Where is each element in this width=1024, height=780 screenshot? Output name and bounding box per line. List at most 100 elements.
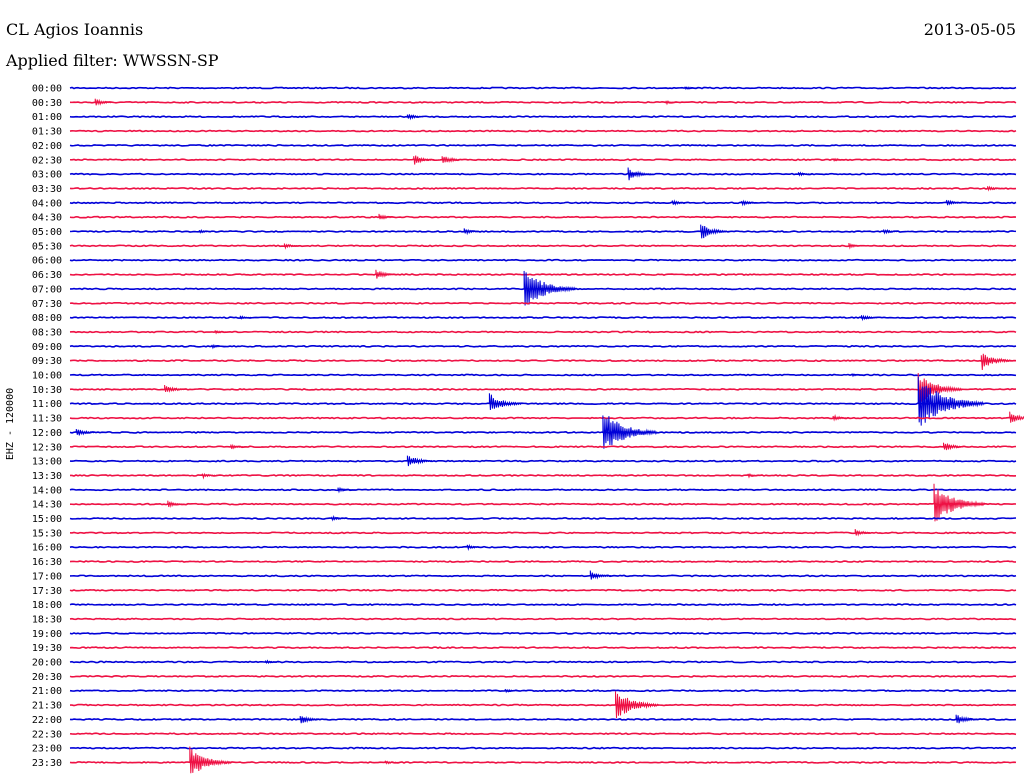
row-time-label: 17:00 <box>32 571 62 582</box>
date-label: 2013-05-05 <box>923 20 1016 39</box>
seismic-event <box>198 228 214 234</box>
trace-line <box>69 143 1017 147</box>
trace-line <box>69 230 1017 233</box>
trace-line <box>69 301 1017 305</box>
trace-line <box>69 273 1017 276</box>
row-time-label: 04:30 <box>32 213 62 224</box>
trace-line <box>69 588 1017 592</box>
row-time-label: 21:30 <box>32 701 62 712</box>
seismic-event <box>854 529 874 537</box>
row-time-label: 10:30 <box>32 385 62 396</box>
seismic-event <box>700 224 730 239</box>
trace-line <box>69 129 1017 133</box>
trace-line <box>70 474 1017 477</box>
seismic-event <box>239 315 255 320</box>
seismic-event <box>413 155 435 165</box>
row-time-label: 02:30 <box>32 155 62 166</box>
seismic-event <box>384 760 400 765</box>
trace-line <box>69 689 1017 693</box>
row-time-label: 08:30 <box>32 327 62 338</box>
row-time-label: 18:00 <box>32 600 62 611</box>
seismic-event <box>917 376 984 426</box>
row-time-label: 08:00 <box>32 313 62 324</box>
row-time-label: 22:30 <box>32 729 62 740</box>
seismic-event <box>943 442 965 451</box>
row-time-label: 20:00 <box>32 658 62 669</box>
station-title: CL Agios Ioannis <box>6 20 144 39</box>
seismic-event <box>848 242 865 250</box>
seismic-event <box>214 329 230 335</box>
seismic-event <box>283 243 300 250</box>
seismic-event <box>75 428 96 436</box>
seismic-event <box>627 167 652 181</box>
row-time-label: 12:00 <box>32 428 62 439</box>
trace-line <box>69 502 1017 506</box>
seismic-event <box>933 483 986 522</box>
row-time-label: 07:00 <box>32 284 62 295</box>
seismic-event <box>589 570 612 580</box>
row-time-label: 09:00 <box>32 342 62 353</box>
row-time-label: 02:00 <box>32 141 62 152</box>
trace-line <box>69 100 1017 104</box>
trace-line <box>69 746 1017 750</box>
row-time-label: 15:30 <box>32 528 62 539</box>
trace-line <box>69 646 1017 650</box>
row-time-label: 16:00 <box>32 543 62 554</box>
seismic-event <box>230 443 246 450</box>
row-time-label: 06:30 <box>32 270 62 281</box>
row-time-label: 17:30 <box>32 586 62 597</box>
seismic-event <box>337 486 354 494</box>
trace-line <box>69 660 1017 664</box>
row-time-label: 14:00 <box>32 485 62 496</box>
seismic-event <box>523 270 576 306</box>
row-time-label: 23:30 <box>32 758 62 769</box>
trace-line <box>69 445 1017 449</box>
trace-line <box>69 387 1017 391</box>
filter-label: Applied filter: WWSSN-SP <box>6 51 219 70</box>
trace-line <box>69 431 1017 434</box>
seismic-event <box>378 213 396 220</box>
trace-line <box>69 373 1017 377</box>
row-time-label: 20:30 <box>32 672 62 683</box>
seismic-event <box>466 543 483 552</box>
trace-line <box>69 459 1017 463</box>
seismic-event <box>504 688 520 694</box>
row-time-label: 00:30 <box>32 98 62 109</box>
row-time-label: 05:30 <box>32 241 62 252</box>
seismic-event <box>463 228 481 236</box>
trace-line <box>69 287 1017 291</box>
trace-line <box>69 531 1017 535</box>
seismic-event <box>671 199 688 206</box>
row-time-label: 19:00 <box>32 629 62 640</box>
seismic-event <box>189 746 233 774</box>
row-time-label: 23:00 <box>32 744 62 755</box>
row-time-label: 16:30 <box>32 557 62 568</box>
row-time-label: 07:30 <box>32 299 62 310</box>
seismic-event <box>832 414 850 422</box>
row-time-label: 01:00 <box>32 112 62 123</box>
row-time-label: 15:00 <box>32 514 62 525</box>
seismic-event <box>861 314 878 322</box>
trace-line <box>69 158 1017 162</box>
row-time-label: 11:00 <box>32 399 62 410</box>
trace-line <box>69 631 1017 635</box>
seismic-event <box>441 156 464 164</box>
seismic-event <box>488 393 522 411</box>
seismic-event <box>265 659 280 665</box>
trace-line <box>69 603 1017 607</box>
trace-line <box>69 703 1017 707</box>
seismic-event <box>201 472 218 480</box>
seismic-event <box>797 171 813 177</box>
seismic-event <box>331 515 347 522</box>
row-time-label: 22:00 <box>32 715 62 726</box>
trace-line <box>69 574 1017 578</box>
row-time-label: 21:00 <box>32 686 62 697</box>
row-time-label: 12:30 <box>32 442 62 453</box>
seismic-event <box>987 185 1003 192</box>
trace-line <box>69 717 1017 721</box>
seismic-event <box>406 455 433 467</box>
trace-line <box>69 115 1017 119</box>
seismic-event <box>684 86 700 91</box>
seismic-event <box>851 373 867 378</box>
